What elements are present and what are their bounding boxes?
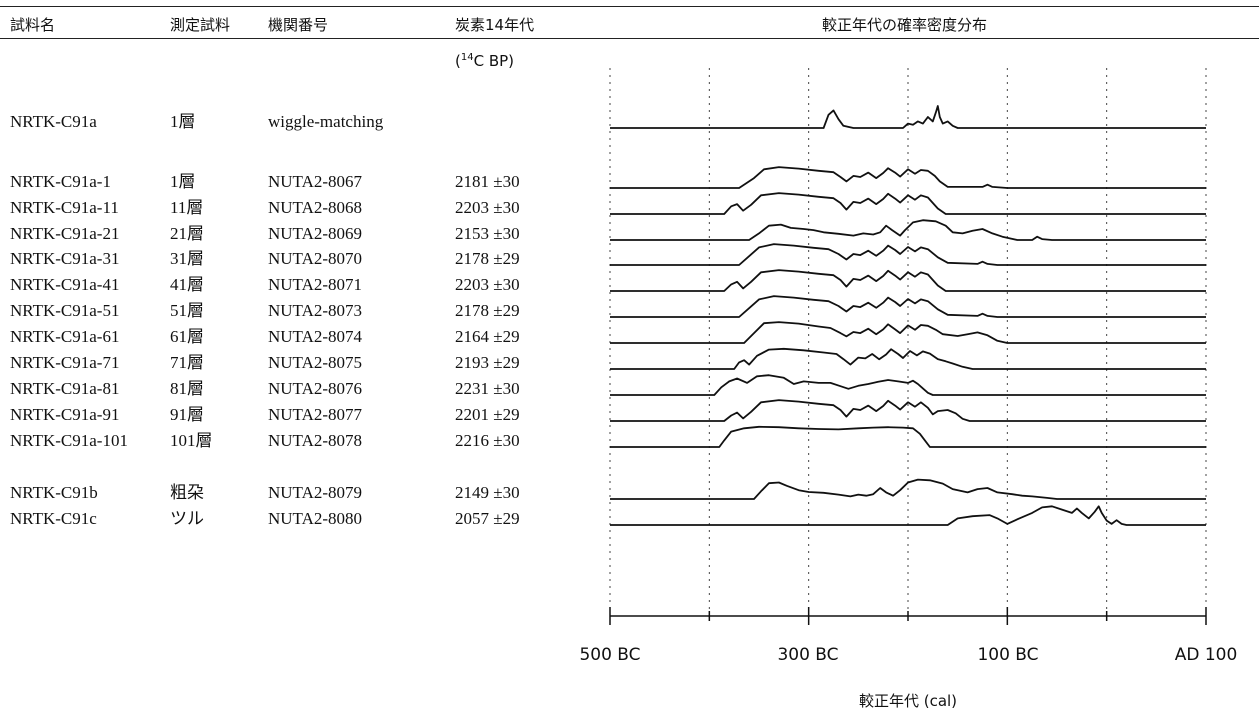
series-curve [610,166,1206,189]
row-layer: 41層 [170,275,204,294]
row-lab: NUTA2-8068 [268,198,363,217]
x-tick-label: 300 BC [777,645,839,665]
header-lab-number: 機関番号 [268,16,329,34]
series-curve [610,399,1206,422]
row-lab: NUTA2-8079 [268,483,363,502]
header-calibrated-distribution: 較正年代の確率密度分布 [822,16,988,34]
row-age: 2203 ±30 [455,198,520,217]
row-layer: 81層 [170,379,204,398]
row-name: NRTK-C91a-101 [10,431,128,450]
row-name: NRTK-C91a-41 [10,275,120,294]
row-layer: 51層 [170,301,204,320]
series-curve [610,105,1206,129]
header-measured-sample: 測定試料 [170,16,231,34]
header-sample-name: 試料名 [10,16,56,34]
row-lab: NUTA2-8073 [268,301,363,320]
series-curve [610,219,1206,241]
row-name: NRTK-C91a-21 [10,224,120,243]
row-lab: NUTA2-8078 [268,431,363,450]
row-age: 2181 ±30 [455,172,520,191]
row-name: NRTK-C91a-51 [10,301,120,320]
row-lab: NUTA2-8067 [268,172,363,191]
row-age: 2153 ±30 [455,224,520,243]
x-tick-label: 500 BC [579,645,641,665]
row-name: NRTK-C91a-1 [10,172,111,191]
series-curve [610,374,1206,396]
row-name: NRTK-C91a-61 [10,327,120,346]
row-layer: 101層 [170,431,213,450]
row-layer: 61層 [170,327,204,346]
x-axis-label: 較正年代 (cal) [858,692,958,710]
series-curve [610,295,1206,318]
row-lab: NUTA2-8069 [268,224,363,243]
header-c14-age: 炭素14年代 [455,16,535,34]
row-layer: 31層 [170,249,204,268]
row-lab: NUTA2-8080 [268,509,363,528]
series-curve [610,478,1206,500]
row-layer: 粗朶 [170,483,204,502]
row-layer: 21層 [170,224,204,243]
series-curve [610,192,1206,215]
row-name: NRTK-C91c [10,509,97,528]
row-lab: NUTA2-8077 [268,405,363,424]
series-curve [610,505,1206,526]
row-layer: 91層 [170,405,204,424]
c14-unit-label: (14C BP) [455,52,515,70]
row-age: 2178 ±29 [455,301,520,320]
row-age: 2178 ±29 [455,249,520,268]
row-layer: 71層 [170,353,204,372]
row-lab: NUTA2-8070 [268,249,363,268]
row-lab: NUTA2-8075 [268,353,363,372]
series-curve [610,243,1206,266]
series-curve [610,425,1206,448]
x-tick-label: 100 BC [977,645,1039,665]
row-age: 2201 ±29 [455,405,520,424]
row-layer: ツル [170,509,204,528]
row-name: NRTK-C91b [10,483,98,502]
table-header-rule [0,38,1259,39]
row-lab: wiggle-matching [268,112,384,131]
x-tick-label: AD 100 [1174,645,1238,665]
row-lab: NUTA2-8071 [268,275,363,294]
row-age: 2231 ±30 [455,379,520,398]
series-curve [610,321,1206,344]
row-name: NRTK-C91a-31 [10,249,120,268]
row-age: 2203 ±30 [455,275,520,294]
series-curve [610,347,1206,370]
row-layer: 1層 [170,172,196,191]
row-name: NRTK-C91a-71 [10,353,120,372]
row-name: NRTK-C91a-91 [10,405,120,424]
row-age: 2164 ±29 [455,327,520,346]
row-lab: NUTA2-8076 [268,379,363,398]
row-name: NRTK-C91a-81 [10,379,120,398]
row-name: NRTK-C91a [10,112,97,131]
table-top-rule [0,6,1259,7]
row-age: 2216 ±30 [455,431,520,450]
row-name: NRTK-C91a-11 [10,198,119,217]
series-curve [610,269,1206,292]
row-age: 2193 ±29 [455,353,520,372]
row-lab: NUTA2-8074 [268,327,363,346]
row-layer: 1層 [170,112,196,131]
row-layer: 11層 [170,198,204,217]
row-age: 2149 ±30 [455,483,520,502]
row-age: 2057 ±29 [455,509,520,528]
